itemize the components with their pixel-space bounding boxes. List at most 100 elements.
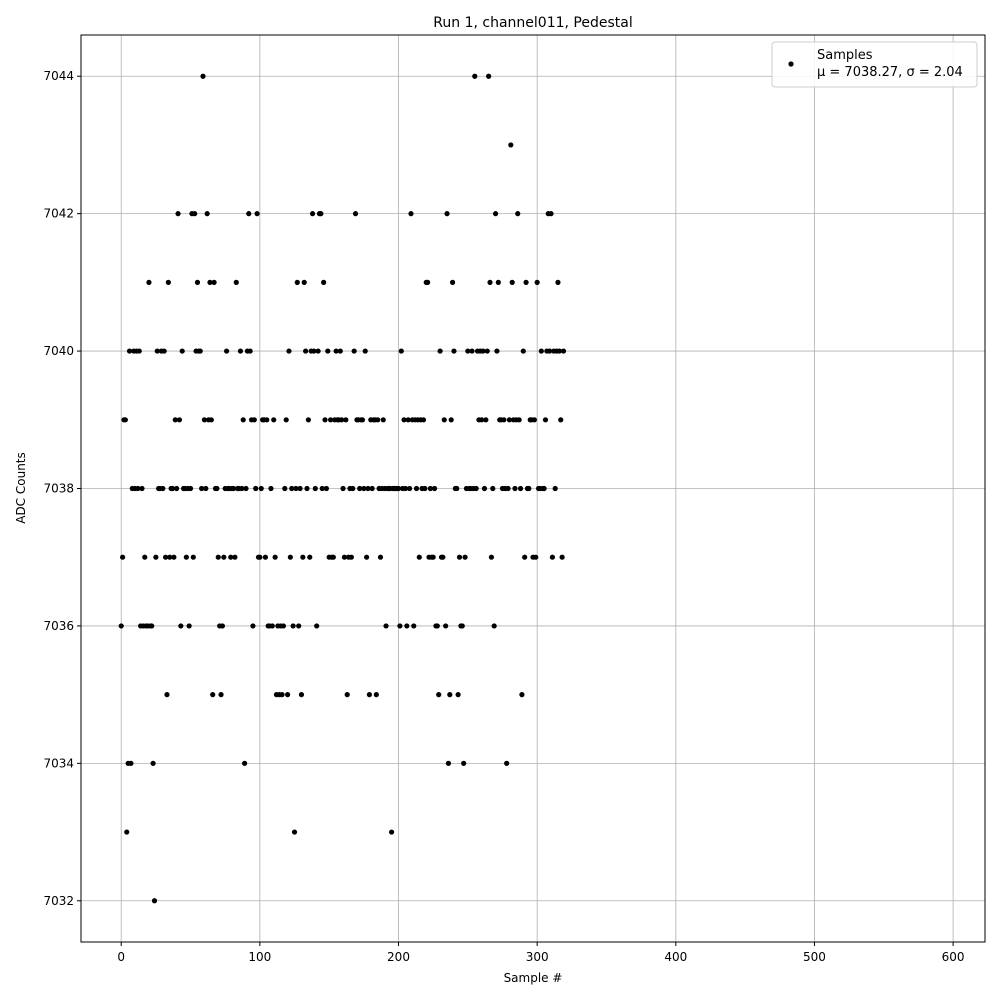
data-point: [154, 348, 160, 354]
data-point: [402, 485, 409, 492]
data-point: [352, 211, 359, 217]
data-point: [559, 554, 565, 560]
data-point: [522, 554, 528, 560]
data-point: [339, 417, 345, 423]
data-point: [230, 485, 237, 492]
data-point: [519, 692, 525, 698]
data-point: [314, 623, 320, 629]
data-point: [200, 73, 206, 79]
data-point: [473, 485, 479, 492]
x-tick-label: 500: [803, 950, 826, 964]
data-point: [239, 485, 245, 492]
data-point: [247, 348, 253, 354]
x-tick-label: 0: [117, 950, 125, 964]
data-point: [451, 348, 457, 354]
y-tick-label: 7040: [43, 344, 74, 358]
data-point: [201, 417, 207, 423]
data-point: [490, 485, 496, 492]
data-point: [203, 485, 209, 492]
data-point: [425, 279, 431, 285]
data-point: [333, 348, 339, 354]
data-point: [322, 417, 328, 423]
data-point: [556, 348, 562, 354]
data-point: [369, 485, 375, 492]
data-point: [443, 623, 449, 629]
data-point: [449, 279, 456, 285]
data-point: [289, 485, 295, 492]
data-point: [237, 348, 244, 354]
data-point: [516, 417, 522, 423]
data-point: [408, 211, 414, 217]
data-point: [517, 485, 524, 492]
data-point: [119, 554, 126, 560]
data-point: [357, 485, 363, 492]
data-point: [178, 623, 184, 629]
data-point: [325, 348, 331, 354]
data-point: [492, 211, 499, 217]
data-point: [124, 829, 130, 835]
data-point: [194, 279, 201, 285]
data-point: [160, 485, 166, 492]
data-point: [167, 554, 173, 560]
data-point: [164, 692, 170, 698]
data-point: [359, 417, 366, 423]
data-point: [388, 829, 395, 835]
data-point: [282, 485, 288, 492]
data-point: [481, 485, 488, 492]
data-point: [330, 554, 336, 560]
x-axis-label: Sample #: [504, 971, 563, 985]
data-point: [520, 348, 526, 354]
data-point: [197, 348, 203, 354]
data-point: [361, 485, 367, 492]
data-point: [171, 554, 177, 560]
data-point: [461, 760, 467, 766]
data-point: [456, 554, 463, 560]
data-point: [293, 485, 299, 492]
data-point: [149, 623, 155, 629]
data-point: [215, 554, 221, 560]
data-point: [211, 279, 217, 285]
data-point: [269, 623, 275, 629]
data-point: [251, 417, 257, 423]
data-point: [422, 485, 428, 492]
data-point: [542, 417, 549, 423]
y-tick-label: 7032: [43, 894, 74, 908]
data-point: [262, 554, 269, 560]
data-point: [398, 348, 404, 354]
data-point: [431, 485, 438, 492]
data-point: [210, 692, 216, 698]
data-point: [294, 279, 300, 285]
data-point: [541, 485, 547, 492]
data-point: [404, 623, 410, 629]
data-point: [264, 417, 270, 423]
data-point: [480, 348, 486, 354]
data-point: [487, 279, 493, 285]
data-point: [162, 554, 169, 560]
data-point: [301, 279, 307, 285]
legend-marker: [788, 61, 794, 67]
data-point: [287, 554, 293, 560]
x-tick-label: 200: [387, 950, 410, 964]
y-tick-label: 7034: [43, 756, 74, 770]
data-point: [174, 485, 180, 492]
data-point: [447, 692, 453, 698]
data-point: [240, 417, 246, 423]
data-point: [126, 348, 133, 354]
data-point: [337, 348, 343, 354]
data-point: [327, 417, 334, 423]
data-point: [494, 348, 500, 354]
data-point: [253, 485, 259, 492]
data-point: [462, 554, 468, 560]
legend-label: Samples: [817, 48, 873, 63]
data-point: [437, 348, 443, 354]
data-point: [319, 485, 325, 492]
data-point: [495, 279, 501, 285]
data-point: [395, 485, 402, 492]
data-point: [186, 623, 192, 629]
data-point: [291, 829, 298, 835]
y-tick-label: 7042: [43, 207, 74, 221]
data-point: [531, 417, 537, 423]
data-point: [242, 760, 248, 766]
data-point: [405, 417, 411, 423]
